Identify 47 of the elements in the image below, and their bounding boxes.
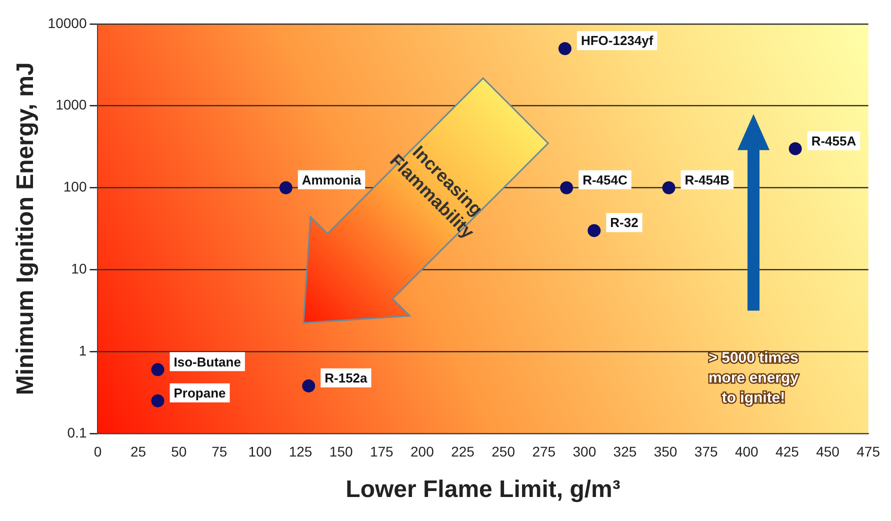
y-tick-label: 100 (63, 178, 87, 195)
x-tick-label: 100 (248, 444, 272, 460)
annotation: R-455A (811, 133, 857, 148)
x-tick-label: 200 (410, 444, 434, 460)
y-tick-label: 1000 (56, 96, 87, 113)
x-tick-label: 450 (816, 444, 840, 460)
point (279, 181, 292, 194)
x-tick-label: 0 (94, 444, 102, 460)
point (662, 181, 676, 194)
x-tick-label: 75 (212, 444, 228, 460)
x-tick-label: 425 (776, 444, 800, 460)
y-tick-label: 10 (71, 260, 87, 276)
annotation: R-152a (324, 370, 368, 386)
x-tick-label: 250 (492, 444, 516, 460)
annotation: Propane (174, 385, 226, 400)
point (558, 42, 572, 56)
x-tick-label: 50 (171, 444, 187, 460)
y-tick-label: 10000 (48, 14, 87, 31)
annotation: Ammonia (302, 172, 362, 188)
x-tick-label: 400 (734, 444, 759, 460)
annotation: HFO-1234yf (580, 33, 654, 48)
point (588, 224, 601, 238)
x-tick-label: 325 (613, 444, 637, 460)
point (788, 142, 802, 156)
point (151, 363, 164, 376)
x-tick-label: 175 (370, 444, 394, 460)
x-tick-label: 275 (532, 444, 556, 460)
y-tick-label: 0.1 (67, 424, 87, 440)
y-tick-label: 1 (78, 342, 87, 358)
x-tick-label: 125 (288, 444, 312, 460)
x-tick-label: 300 (572, 444, 596, 460)
point (302, 379, 316, 392)
point (560, 181, 574, 194)
y-axis-title: Minimum Ignition Energy, mJ (12, 62, 40, 396)
x-tick-label: 375 (694, 444, 718, 460)
x-tick-label: 225 (451, 444, 475, 460)
x-axis-title: Lower Flame Limit, g/m³ (346, 476, 620, 504)
annotation: Iso-Butane (174, 354, 241, 370)
x-tick-label: 350 (654, 444, 678, 460)
point (151, 394, 164, 408)
annotation: R-454C (582, 172, 628, 188)
annotation: > 5000 times more energy to ignite! (708, 350, 800, 407)
annotation: R-32 (610, 215, 638, 230)
x-tick-label: 475 (856, 444, 880, 460)
x-tick-label: 150 (329, 444, 353, 460)
annotation: R-454B (684, 172, 730, 188)
x-tick-label: 25 (130, 444, 146, 460)
